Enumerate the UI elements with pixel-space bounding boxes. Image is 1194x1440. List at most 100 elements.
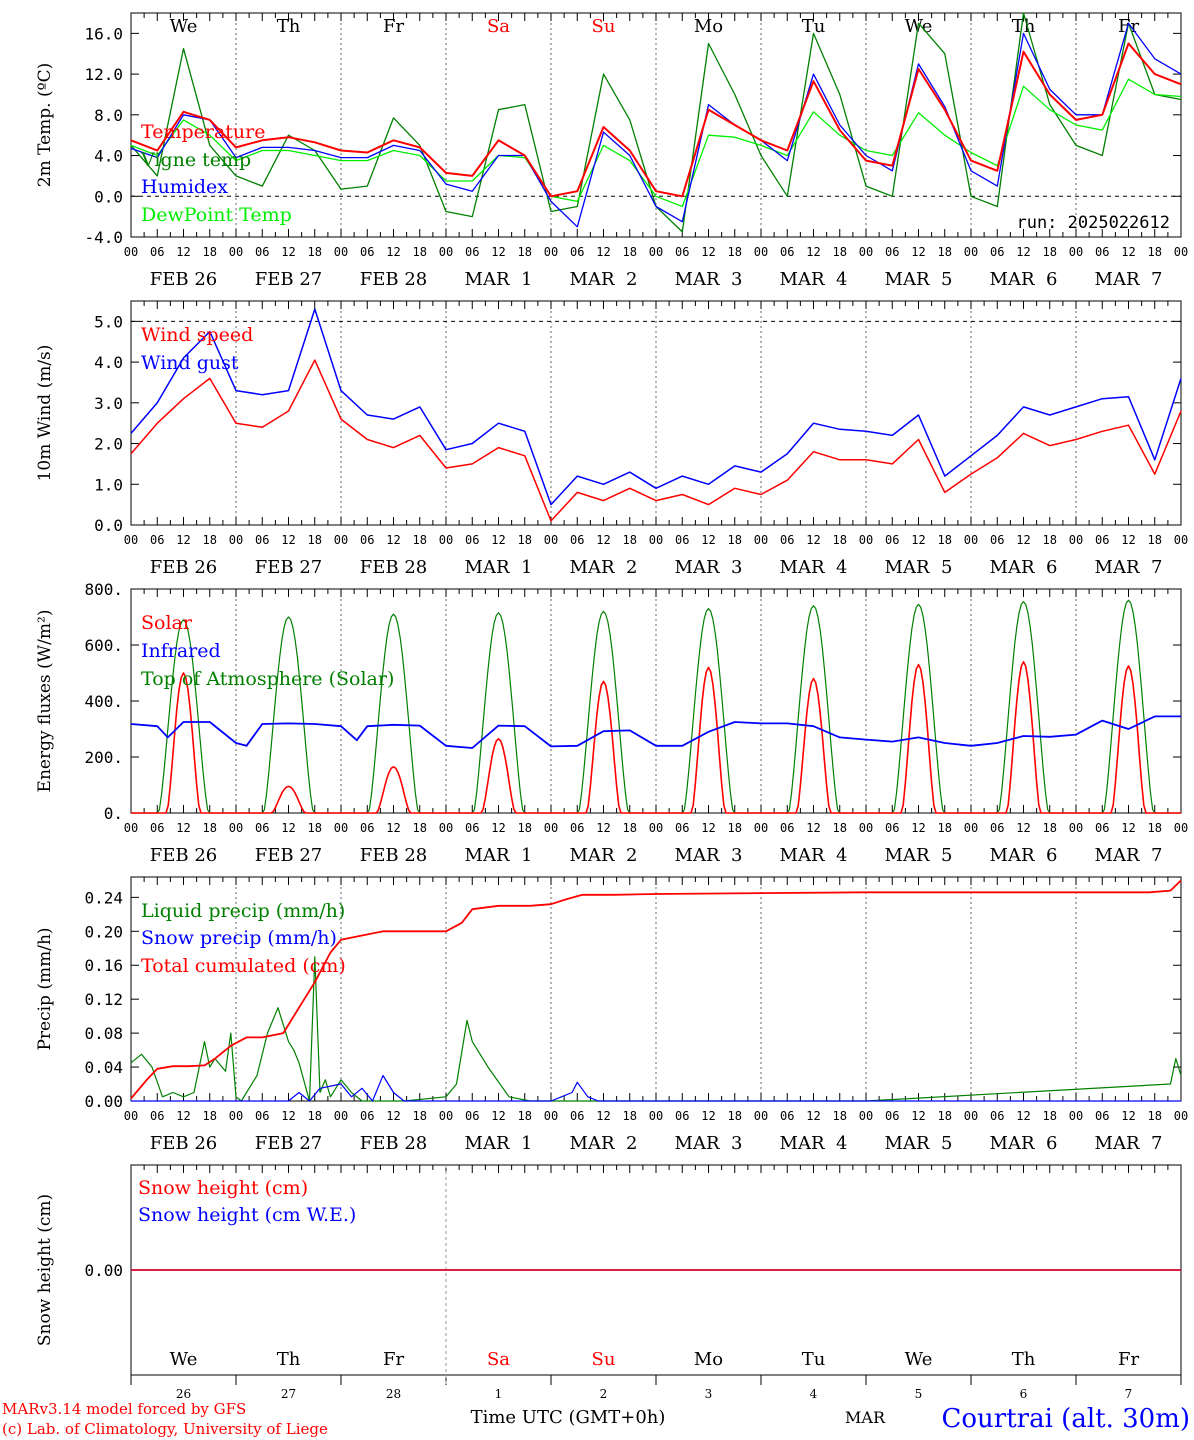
y-tick-label: 0.00 [84,1261,123,1280]
series-line-infrared [130,715,1181,749]
hour-tick-label: 06 [150,245,164,259]
hour-tick-label: 18 [413,1109,427,1123]
hour-tick-label: 06 [990,1109,1004,1123]
hour-tick-label: 18 [623,821,637,835]
date-label: MAR 4 [780,269,848,290]
hour-tick-label: 12 [596,245,610,259]
day-number-label: 7 [1125,1387,1133,1401]
hour-tick-label: 00 [859,533,873,547]
hour-tick-label: 12 [1121,533,1135,547]
y-axis-label: Snow height (cm) [35,1194,55,1346]
y-tick-label: 0.16 [84,956,123,975]
series-line-solar [131,660,1181,814]
hour-tick-label: 18 [938,533,952,547]
hour-tick-label: 00 [859,245,873,259]
hour-tick-label: 18 [623,1109,637,1123]
hour-tick-label: 12 [1016,245,1030,259]
y-axis-label: Precip (mm/h) [35,927,55,1050]
hour-tick-label: 00 [439,533,453,547]
hour-tick-label: 06 [675,1109,689,1123]
hour-tick-label: 18 [1043,1109,1057,1123]
hour-tick-label: 00 [229,245,243,259]
hour-tick-label: 00 [649,245,663,259]
date-label: FEB 26 [150,269,217,290]
day-number-label: 4 [810,1387,818,1401]
date-label: MAR 3 [675,557,743,578]
series-line-top-of-atmosphere-solar [131,599,1181,814]
hour-tick-label: 18 [1148,1109,1162,1123]
weekday-label: Th [1012,1349,1036,1370]
hour-tick-label: 18 [833,245,847,259]
date-label: MAR 6 [990,269,1058,290]
date-label: FEB 28 [360,1133,427,1154]
y-tick-label: 200. [84,748,123,767]
hour-tick-label: 12 [386,821,400,835]
hour-tick-label: 18 [728,1109,742,1123]
hour-tick-label: 18 [308,245,322,259]
hour-tick-label: 12 [806,1109,820,1123]
weekday-label: Mo [694,1349,723,1370]
hour-tick-label: 06 [1095,1109,1109,1123]
weekday-label: Su [592,16,616,37]
legend-total-cumulated-cm-: Total cumulated (cm) [141,955,346,977]
weekday-label: Fr [383,1349,404,1370]
hour-tick-label: 12 [1121,821,1135,835]
hour-tick-label: 00 [439,245,453,259]
hour-tick-label: 18 [1148,533,1162,547]
hour-tick-label: 00 [1069,245,1083,259]
hour-tick-label: 00 [544,1109,558,1123]
hour-tick-label: 06 [1095,533,1109,547]
date-label: MAR 2 [570,557,638,578]
legend-humidex: Humidex [141,176,228,198]
hour-tick-label: 12 [1016,533,1030,547]
day-number-label: 2 [600,1387,608,1401]
date-label: MAR 5 [885,1133,953,1154]
hour-tick-label: 18 [1148,245,1162,259]
series-line-liquid-precip-mm-h- [130,956,1182,1102]
hour-tick-label: 18 [833,533,847,547]
hour-tick-label: 00 [964,821,978,835]
hour-tick-label: 18 [203,1109,217,1123]
hour-tick-label: 00 [439,821,453,835]
hour-tick-label: 00 [859,1109,873,1123]
hour-tick-label: 06 [150,1109,164,1123]
hour-tick-label: 00 [754,245,768,259]
hour-tick-label: 12 [806,533,820,547]
hour-tick-label: 06 [465,245,479,259]
hour-tick-label: 18 [938,821,952,835]
legend-liquid-precip-mm-h-: Liquid precip (mm/h) [141,900,345,922]
date-label: MAR 7 [1095,845,1163,866]
hour-tick-label: 18 [308,533,322,547]
hour-tick-label: 12 [1016,1109,1030,1123]
hour-tick-label: 00 [124,245,138,259]
y-tick-label: 400. [84,692,123,711]
date-label: FEB 27 [255,845,322,866]
y-axis-label: 10m Wind (m/s) [35,345,55,482]
date-label: MAR 5 [885,845,953,866]
weekday-label: Fr [1118,1349,1139,1370]
hour-tick-label: 00 [964,245,978,259]
y-tick-label: 0. [104,804,123,823]
hour-tick-label: 06 [675,533,689,547]
hour-tick-label: 00 [544,245,558,259]
hour-tick-label: 12 [911,1109,925,1123]
hour-tick-label: 00 [229,533,243,547]
date-label: MAR 2 [570,269,638,290]
hour-tick-label: 06 [780,1109,794,1123]
y-tick-label: 0.08 [84,1024,123,1043]
series-line-dewpoint-temp [130,78,1182,208]
legend-wind-gust: Wind gust [141,352,239,374]
date-label: MAR 1 [465,557,533,578]
hour-tick-label: 06 [990,821,1004,835]
hour-tick-label: 00 [1069,821,1083,835]
day-number-label: 3 [705,1387,713,1401]
y-tick-label: 1.0 [94,475,123,494]
y-tick-label: 16.0 [84,24,123,43]
hour-tick-label: 18 [308,1109,322,1123]
date-label: FEB 26 [150,1133,217,1154]
hour-tick-label: 18 [308,821,322,835]
hour-tick-label: 06 [150,533,164,547]
date-label: FEB 27 [255,1133,322,1154]
y-tick-label: 0.12 [84,990,123,1009]
hour-tick-label: 06 [885,1109,899,1123]
